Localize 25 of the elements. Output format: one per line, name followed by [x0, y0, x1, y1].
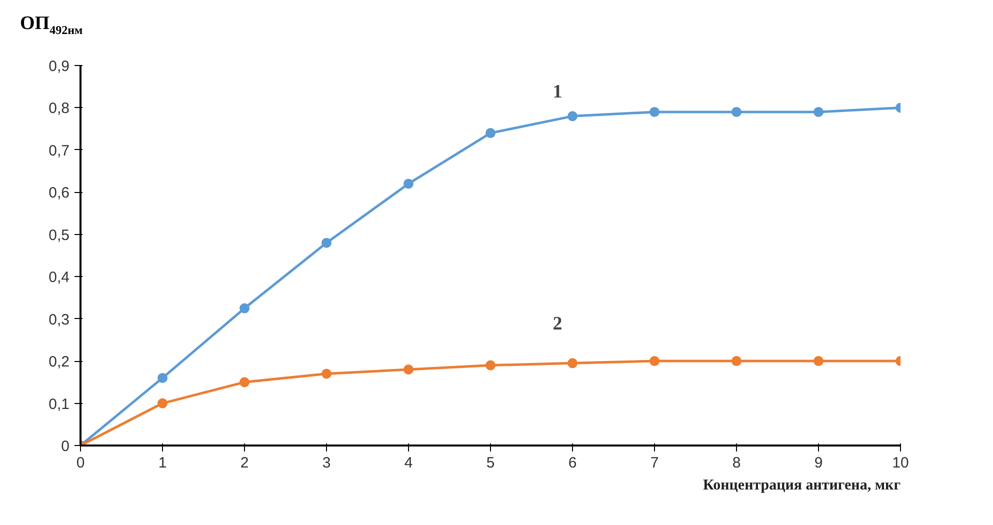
x-tick-label: 8 — [732, 454, 741, 472]
y-tick-label: 0,4 — [48, 269, 70, 286]
x-axis-title: Концентрация антигена, мкг — [703, 478, 901, 494]
y-tick-label: 0,9 — [48, 58, 70, 75]
series-label: 2 — [552, 314, 562, 335]
x-tick-label: 3 — [322, 454, 331, 472]
y-tick-label: 0,3 — [48, 311, 70, 328]
y-tick-label: 0,5 — [48, 226, 70, 244]
x-tick-label: 9 — [814, 454, 823, 472]
y-tick-label: 0,1 — [48, 396, 70, 413]
y-tick-label: 0,2 — [48, 354, 70, 371]
x-tick-label: 6 — [568, 454, 577, 472]
y-axis-title: ОП$_{492нм}$ — [20, 12, 83, 39]
x-tick-label: 5 — [486, 454, 495, 472]
y-tick-label: 0,8 — [48, 100, 70, 118]
x-tick-label: 1 — [158, 454, 167, 472]
x-tick-label: 2 — [240, 454, 249, 472]
y-tick-label: 0,6 — [48, 184, 70, 202]
x-tick-label: 0 — [76, 454, 85, 472]
x-tick-label: 10 — [892, 454, 909, 472]
x-tick-label: 7 — [650, 454, 659, 472]
y-tick-label: 0,7 — [48, 142, 70, 160]
x-tick-label: 4 — [404, 454, 413, 472]
series-label: 1 — [552, 82, 562, 103]
y-tick-label: 0 — [61, 438, 70, 455]
